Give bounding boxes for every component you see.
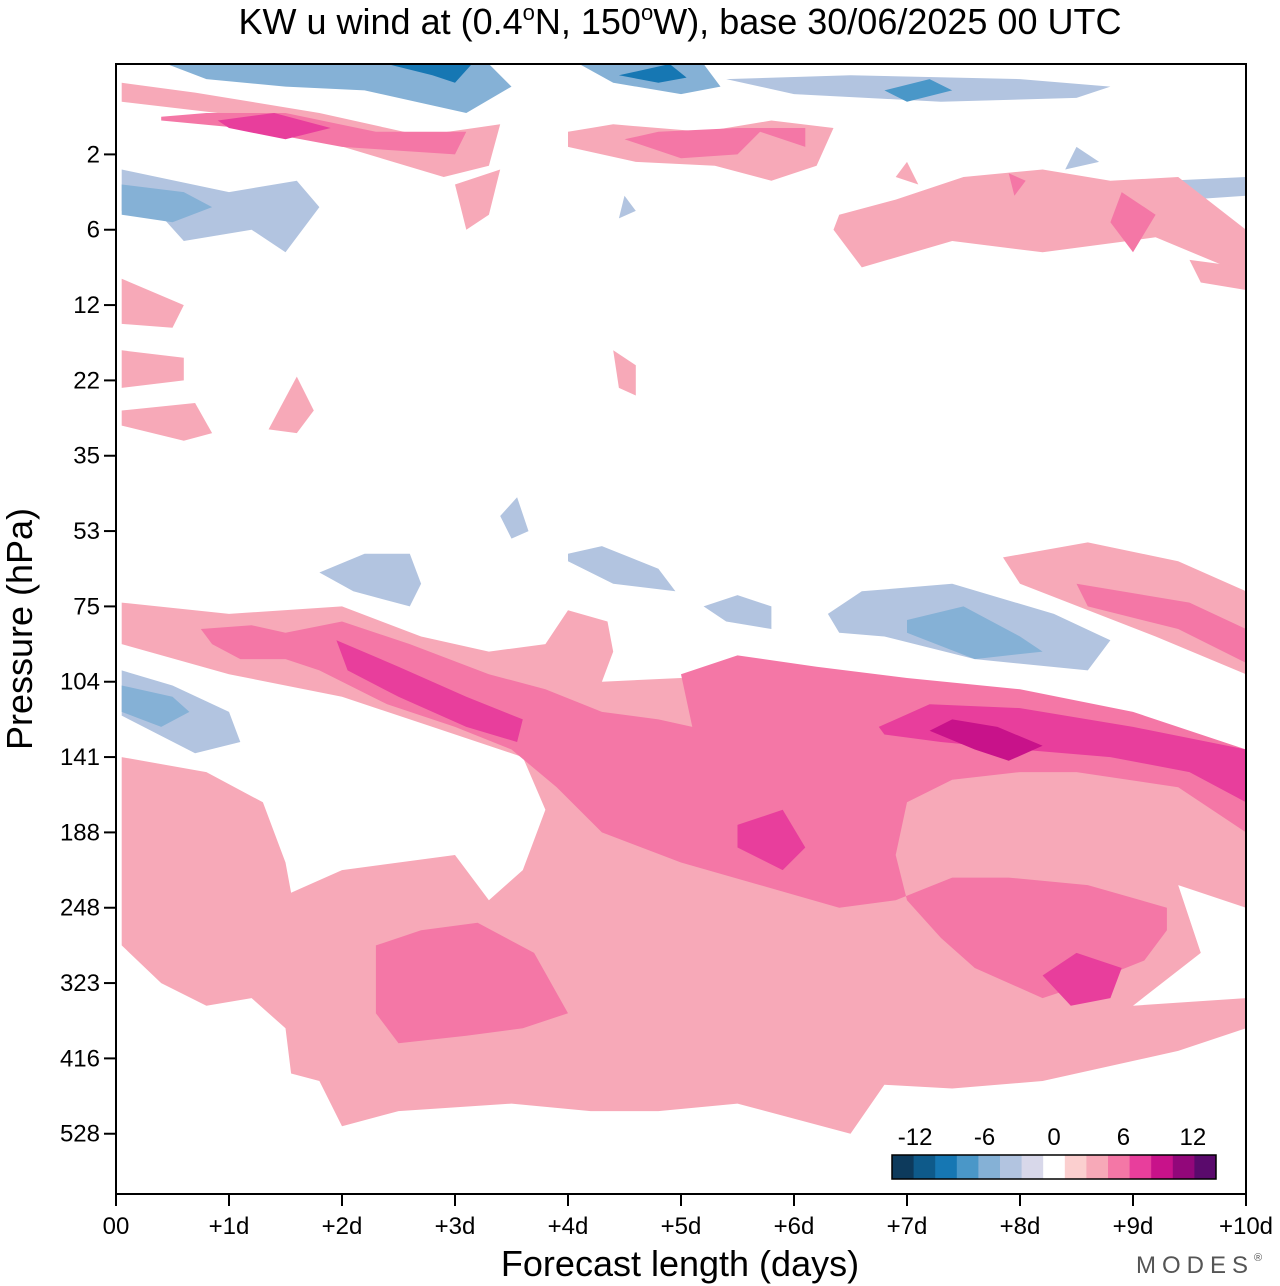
contour-region-19 [1008, 173, 1026, 196]
x-tick-label-5: +5d [661, 1213, 702, 1240]
contour-region-22 [121, 278, 184, 328]
contour-region-3 [618, 64, 687, 83]
x-tick-label-10: +10d [1219, 1213, 1273, 1240]
x-tick-label-0: 00 [103, 1213, 130, 1240]
colorbar-label-0: 0 [1047, 1124, 1060, 1151]
contour-region-9 [455, 169, 501, 230]
contour-region-12 [895, 161, 919, 185]
x-tick-label-4: +4d [548, 1213, 589, 1240]
x-axis-label: Forecast length (days) [501, 1243, 859, 1284]
y-tick-label-22: 22 [73, 367, 100, 394]
contour-fills [121, 64, 1246, 1134]
contour-region-41 [336, 640, 523, 742]
contour-region-44 [1042, 952, 1122, 1006]
x-tick-label-7: +7d [887, 1213, 928, 1240]
y-tick-label-12: 12 [73, 292, 100, 319]
contour-region-26 [613, 350, 636, 396]
colorbar-frame [891, 1154, 1217, 1180]
contour-region-5 [884, 79, 953, 102]
contour-region-43 [737, 809, 806, 871]
y-axis-label: Pressure (hPa) [0, 508, 40, 750]
x-tick-label-1: +1d [209, 1213, 250, 1240]
x-tick-label-9: +9d [1113, 1213, 1154, 1240]
colorbar-swatch-4 [978, 1155, 1001, 1179]
y-tick-label-35: 35 [73, 443, 100, 470]
contour-region-24 [121, 403, 213, 441]
contour-region-15 [1065, 146, 1100, 170]
contour-region-32 [907, 606, 1043, 660]
y-tick-label-6: 6 [87, 217, 100, 244]
contour-region-40 [375, 922, 568, 1044]
colorbar-label-12: 12 [1180, 1124, 1207, 1151]
colorbar-swatch-1 [913, 1155, 936, 1179]
contour-region-23 [121, 350, 184, 388]
y-tick-label-528: 528 [60, 1121, 100, 1148]
contour-region-38 [200, 625, 286, 660]
x-tick-label-3: +3d [435, 1213, 476, 1240]
colorbar-label-6: 6 [1117, 1124, 1130, 1151]
x-tick-label-8: +8d [1000, 1213, 1041, 1240]
y-tick-label-2: 2 [87, 141, 100, 168]
contour-region-8 [217, 113, 331, 140]
y-tick-label-323: 323 [60, 970, 100, 997]
modes-logo: MODES [1136, 1252, 1254, 1279]
contour-region-34 [1076, 583, 1246, 663]
y-tick-label-104: 104 [60, 669, 100, 696]
contour-region-17 [618, 195, 636, 219]
y-axis: 2 6 12 22 35 53 75 104 141 188 248 323 416 528 [60, 141, 116, 1148]
colorbar-swatch-10 [1108, 1155, 1131, 1179]
y-tick-label-416: 416 [60, 1045, 100, 1072]
y-tick-label-248: 248 [60, 895, 100, 922]
colorbar-swatch-2 [935, 1155, 958, 1179]
colorbar: -12 -6 0 6 12 [891, 1124, 1217, 1180]
contour-region-21 [1189, 259, 1246, 290]
contour-region-13 [121, 169, 320, 253]
colorbar-swatch-9 [1086, 1155, 1109, 1179]
colorbar-swatch-11 [1129, 1155, 1152, 1179]
contour-region-20 [1110, 192, 1156, 253]
colorbar-label--12: -12 [898, 1124, 933, 1151]
contour-region-28 [319, 553, 422, 607]
contour-region-25 [268, 376, 314, 434]
colorbar-swatch-3 [956, 1155, 979, 1179]
x-tick-label-2: +2d [322, 1213, 363, 1240]
colorbar-swatch-12 [1151, 1155, 1174, 1179]
y-tick-label-188: 188 [60, 819, 100, 846]
colorbar-swatch-6 [1021, 1155, 1044, 1179]
registered-mark: ® [1254, 1252, 1262, 1264]
contour-region-11 [624, 128, 806, 159]
colorbar-swatch-5 [1000, 1155, 1023, 1179]
colorbar-label--6: -6 [974, 1124, 995, 1151]
x-tick-label-6: +6d [774, 1213, 815, 1240]
y-tick-label-75: 75 [73, 593, 100, 620]
chart-title: KW u wind at (0.4oN, 150oW), base 30/06/… [239, 0, 1122, 42]
contour-region-18 [833, 169, 1246, 275]
contour-region-27 [500, 497, 529, 539]
colorbar-swatch-7 [1043, 1155, 1066, 1179]
contour-region-36 [121, 685, 190, 727]
contour-region-14 [121, 184, 213, 223]
contour-region-45 [929, 719, 1043, 761]
colorbar-swatch-0 [892, 1155, 915, 1179]
x-axis: 00 +1d +2d +3d +4d +5d +6d +7d +8d +9d +10d [103, 1194, 1273, 1240]
contour-region-1 [387, 64, 472, 83]
y-tick-label-141: 141 [60, 744, 100, 771]
contour-region-0 [166, 64, 512, 113]
contour-region-30 [703, 595, 772, 629]
colorbar-swatch-8 [1064, 1155, 1087, 1179]
contour-region-29 [568, 546, 676, 592]
colorbar-swatch-13 [1172, 1155, 1195, 1179]
y-tick-label-53: 53 [73, 518, 100, 545]
colorbar-swatch-14 [1194, 1155, 1217, 1179]
